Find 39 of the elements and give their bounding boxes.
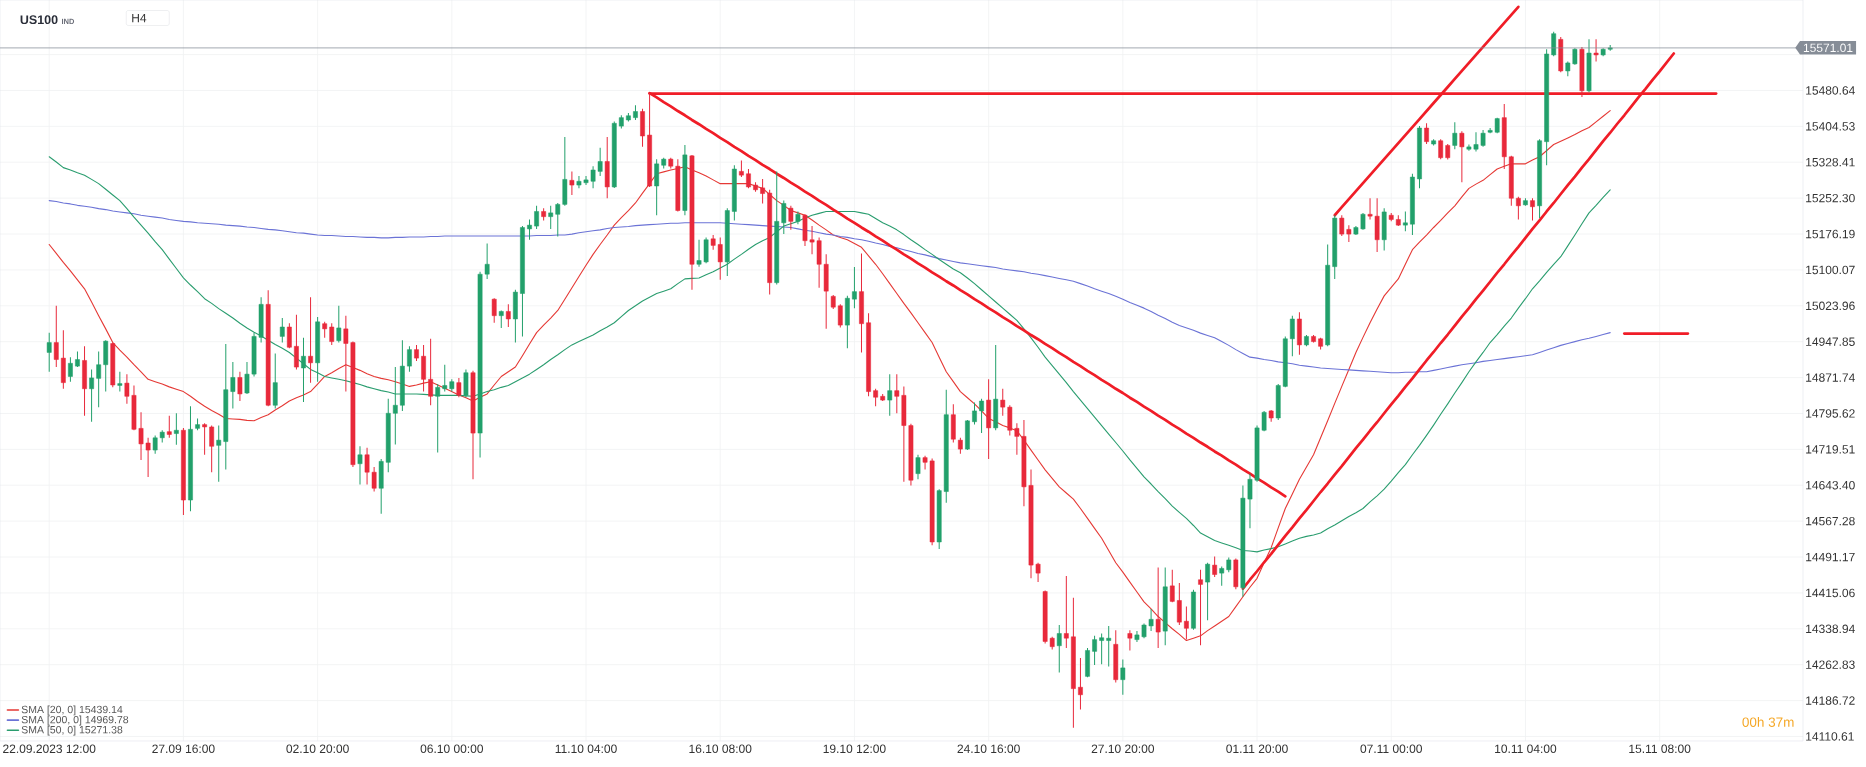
y-tick-label: 14415.06 [1806,588,1855,598]
x-tick-label: 19.10 12:00 [823,744,886,754]
y-tick-label: 15176.19 [1806,229,1855,239]
y-tick-label: 14795.62 [1806,409,1855,418]
y-tick-label: 15480.64 [1806,86,1855,95]
text: US100 [20,15,58,25]
y-tick-label: 15023.96 [1806,301,1855,311]
y-tick-label: 14567.28 [1806,516,1855,526]
y-tick-label: 14491.17 [1806,552,1855,562]
y-tick-label: 15404.53 [1806,122,1855,131]
x-tick-label: 15.11 08:00 [1629,744,1691,754]
y-tick-label: 14719.51 [1806,445,1855,454]
legend-label: SMA [50, 0] 15271.38 [21,725,123,736]
ref-line-label: 15571.01 [1803,43,1853,53]
y-tick-label: 14186.72 [1806,696,1855,705]
y-tick-label: 14338.94 [1806,624,1855,634]
legend-label: SMA [20, 0] 15439.14 [21,705,123,716]
y-tick-label: 14947.85 [1806,337,1855,346]
legend-label: SMA [200, 0] 14969.78 [21,715,129,726]
y-tick-label: 14262.83 [1806,660,1855,669]
x-tick-label: 06.10 00:00 [420,744,484,754]
x-tick-label: 01.11 20:00 [1226,744,1288,754]
y-tick-label: 14643.40 [1806,480,1855,490]
annotation: H4 [132,13,147,23]
y-tick-label: 14110.61 [1806,732,1854,741]
x-tick-label: 10.11 04:00 [1495,744,1557,754]
x-tick-label: 11.10 04:00 [555,744,617,754]
x-tick-label: 16.10 08:00 [689,744,752,754]
y-tick-label: 14871.74 [1806,373,1855,382]
y-tick-label: 15100.07 [1806,265,1855,275]
x-tick-label: 27.09 16:00 [152,744,215,754]
y-tick-label: 15328.41 [1806,157,1855,167]
x-tick-label: 02.10 20:00 [286,744,349,754]
annotation: 00h 37m [1742,717,1794,727]
x-tick-label: 22.09.2023 12:00 [3,744,96,754]
x-tick-label: 24.10 16:00 [957,744,1020,754]
y-tick-label: 15252.30 [1806,193,1855,203]
x-tick-label: 27.10 20:00 [1091,744,1155,754]
x-tick-label: 07.11 00:00 [1360,744,1423,754]
